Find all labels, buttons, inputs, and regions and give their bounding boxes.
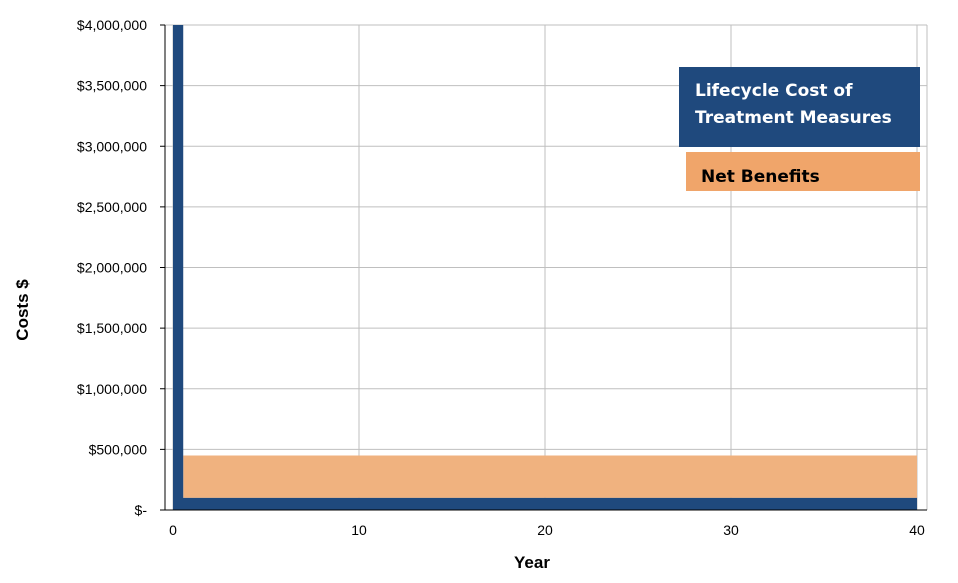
y-tick-label-0: $- xyxy=(135,502,148,518)
legend-swatch-0 xyxy=(679,67,920,147)
x-axis-title: Year xyxy=(514,553,550,572)
y-tick-label-4: $2,000,000 xyxy=(77,260,147,276)
series-area-0 xyxy=(183,455,918,498)
y-axis-title: Costs $ xyxy=(13,279,32,341)
x-tick-label-1: 10 xyxy=(351,522,367,538)
x-tick-label-3: 30 xyxy=(723,522,739,538)
x-tick-label-2: 20 xyxy=(537,522,553,538)
legend-swatch-1 xyxy=(686,152,920,191)
x-tick-label-0: 0 xyxy=(169,522,177,538)
y-tick-label-2: $1,000,000 xyxy=(77,381,147,397)
legend-label-0-line-1: Treatment Measures xyxy=(695,108,892,128)
tick-labels: $- $500,000 $1,000,000 $1,500,000 $2,000,000… xyxy=(77,17,925,538)
y-tick-label-3: $1,500,000 xyxy=(77,320,147,336)
y-tick-label-1: $500,000 xyxy=(89,441,148,457)
axes xyxy=(160,24,927,511)
y-tick-label-8: $4,000,000 xyxy=(77,17,147,33)
series-layer xyxy=(173,25,918,510)
x-tick-label-4: 40 xyxy=(909,522,925,538)
y-tick-label-7: $3,500,000 xyxy=(77,78,147,94)
y-tick-label-6: $3,000,000 xyxy=(77,138,147,154)
grid xyxy=(165,24,928,511)
y-tick-label-5: $2,500,000 xyxy=(77,199,147,215)
legend: Lifecycle Cost of Treatment Measures Net B… xyxy=(679,67,920,191)
legend-label-1-line-0: Net Benefits xyxy=(701,167,820,187)
legend-label-0-line-0: Lifecycle Cost of xyxy=(695,81,853,101)
